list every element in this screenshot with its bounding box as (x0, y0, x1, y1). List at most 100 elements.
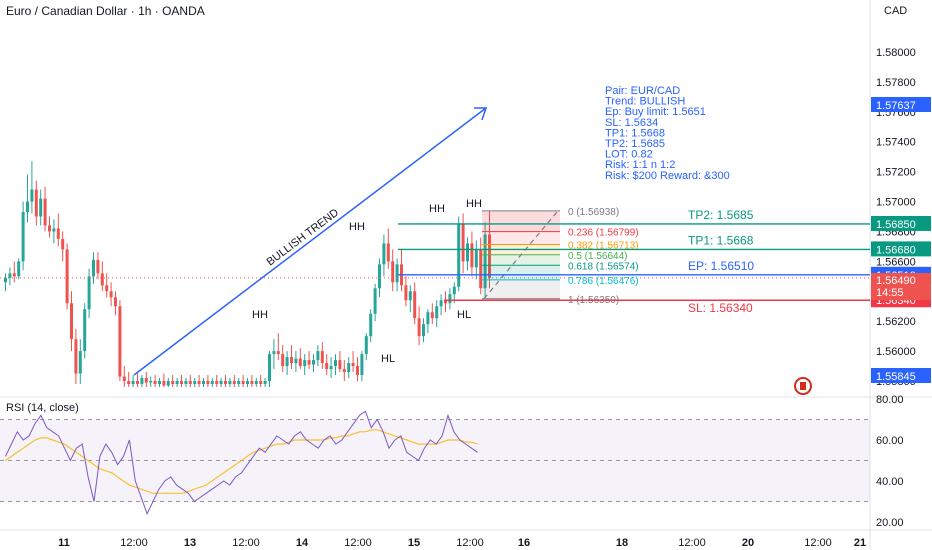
candle-body (61, 238, 65, 250)
info-box-line: Pair: EUR/CAD (605, 85, 680, 97)
countdown-label: 14:55 (876, 287, 904, 299)
candle (360, 351, 364, 381)
candle (422, 318, 425, 343)
time-tick-label: 18 (616, 537, 628, 549)
candle-body (131, 381, 135, 384)
time-tick-label: 13 (184, 537, 196, 549)
candle-body (448, 294, 452, 304)
time-tick-label: 20 (742, 537, 754, 549)
candle (417, 306, 421, 346)
candle-body (439, 300, 443, 307)
candle-body (369, 313, 373, 337)
rsi-pane: 80.00 60.00 40.00 20.00 (0, 394, 904, 529)
candle (413, 282, 417, 325)
candle (149, 376, 153, 387)
candle-body (118, 306, 122, 377)
candle (43, 186, 47, 232)
candle-body (215, 381, 219, 384)
candle (21, 201, 25, 271)
candle-body (378, 264, 381, 289)
candle-body (180, 381, 183, 384)
candle-body (65, 249, 69, 304)
swing-label: HH (349, 221, 365, 233)
candle-body (92, 259, 95, 277)
candle (457, 216, 461, 292)
candle (92, 252, 95, 284)
candle-body (162, 381, 166, 386)
candle (83, 303, 87, 359)
price-tag-bg (871, 215, 931, 231)
candle-body (232, 381, 236, 384)
candle (52, 219, 56, 244)
rsi-tick-label: 80.00 (876, 394, 904, 406)
candle-body (237, 381, 241, 384)
candle (188, 375, 192, 387)
currency-label[interactable]: CAD (884, 5, 908, 17)
candle-body (136, 381, 139, 384)
candle (87, 268, 91, 319)
price-tick-label: 1.58000 (876, 47, 916, 59)
time-tick-label: 12:00 (678, 537, 706, 549)
candle (351, 351, 355, 373)
price-tag-bg (871, 273, 931, 300)
candle (395, 258, 399, 292)
candle-body (83, 309, 87, 352)
candle-body (8, 273, 12, 278)
time-tick-label: 12:00 (232, 537, 260, 549)
candle-body (329, 366, 333, 370)
candle (114, 291, 117, 316)
candle-body (307, 360, 311, 365)
swing-label: HH (252, 309, 268, 321)
candle (404, 276, 408, 307)
candle-body (12, 273, 16, 277)
fib-trendline (483, 210, 559, 300)
fib-zone (482, 279, 560, 299)
candle-body (17, 261, 21, 277)
candle (312, 354, 315, 373)
candle-body (246, 381, 249, 384)
time-tick-label: 15 (408, 537, 420, 549)
price-tag-bg (871, 97, 931, 112)
candle (56, 213, 60, 247)
candle (356, 357, 359, 381)
candle (439, 294, 443, 316)
candle (109, 282, 113, 307)
candle (479, 237, 483, 295)
candle-body (281, 354, 285, 367)
candle-body (294, 358, 298, 364)
candle (140, 375, 144, 387)
candle (184, 378, 188, 387)
swing-label: HH (466, 198, 482, 210)
candle (4, 273, 7, 292)
candle (470, 231, 474, 277)
candle-body (452, 286, 456, 295)
candle (382, 234, 386, 277)
candle-body (342, 369, 346, 373)
candle (347, 357, 351, 379)
info-box-line: Risk: 1:1 n 1:2 (605, 159, 675, 171)
candle (268, 351, 271, 387)
candle-body (422, 324, 425, 337)
candle-body (417, 318, 421, 337)
candle (17, 258, 21, 280)
time-tick-label: 14 (296, 537, 309, 549)
candle-body (4, 277, 7, 283)
candle-body (228, 381, 232, 384)
candle (241, 375, 245, 387)
candle-body (43, 198, 47, 226)
candle-body (188, 381, 192, 384)
candle (105, 273, 109, 298)
candle-body (149, 381, 153, 383)
candle (8, 267, 12, 286)
candle (334, 354, 337, 376)
candle (78, 339, 82, 384)
candle (329, 357, 333, 379)
candle (210, 378, 214, 387)
candle-body (272, 351, 276, 355)
candle-body (386, 243, 390, 262)
info-box-line: LOT: 0.82 (605, 149, 653, 161)
price-tick-label: 1.56200 (876, 316, 916, 328)
candle-body (325, 363, 329, 370)
candle (391, 249, 395, 292)
